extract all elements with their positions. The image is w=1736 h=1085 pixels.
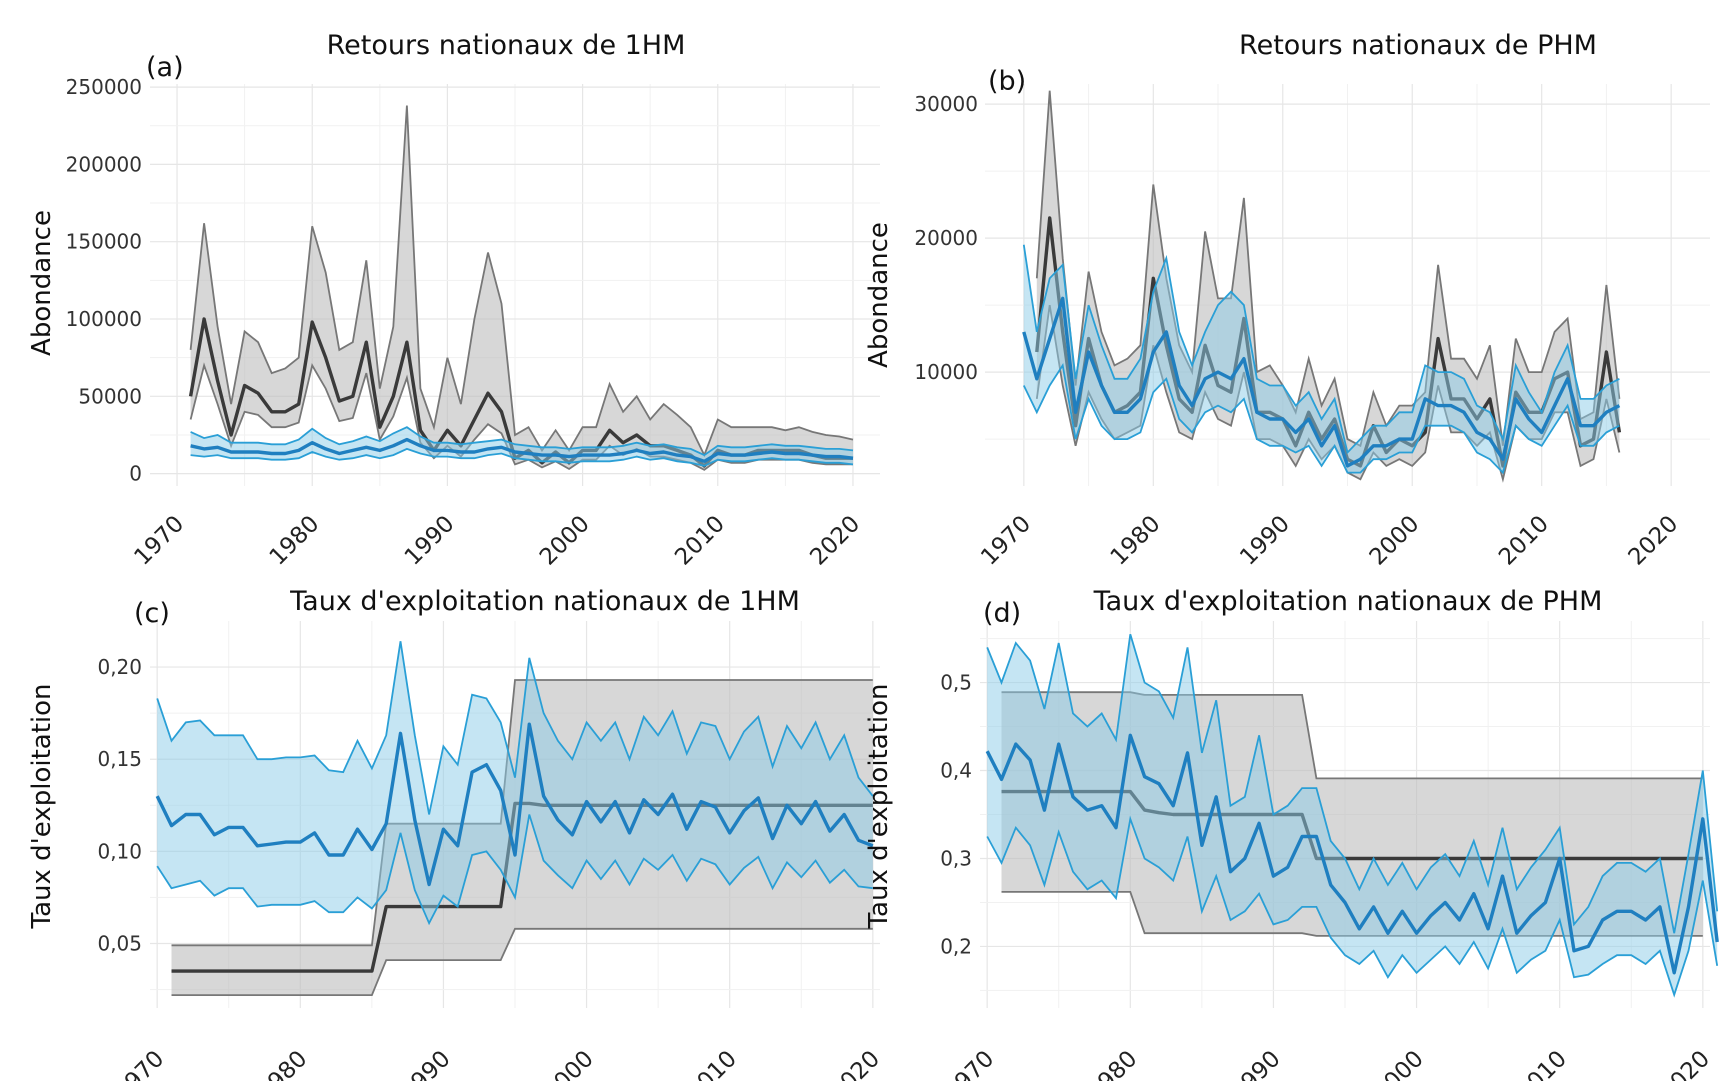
x-tick-label: 1990 xyxy=(1226,1046,1286,1081)
series-lower-posterior-c xyxy=(156,814,873,926)
series-median-posterior-c xyxy=(155,722,874,887)
series-upper-posterior-d xyxy=(986,633,1719,934)
y-tick-label: 0,10 xyxy=(97,839,142,863)
y-tick-label: 0,5 xyxy=(940,671,972,695)
series-lower-posterior-b xyxy=(1022,362,1620,475)
x-tick-label: 2010 xyxy=(682,1046,742,1081)
panel-title-b: Retours nationaux de PHM xyxy=(1239,30,1597,61)
x-tick-label: 2020 xyxy=(825,1046,885,1081)
series-band-prior-a xyxy=(190,105,854,470)
x-tick-label: 2010 xyxy=(670,511,730,571)
y-tick-label: 200000 xyxy=(66,152,142,176)
panel-a: 0 50000 100000 150000 200000 250000 1970 1980 19… xyxy=(27,30,880,571)
x-tick-label: 2010 xyxy=(1494,511,1554,571)
series-upper-prior-a xyxy=(189,105,854,458)
series-upper-posterior-c xyxy=(156,641,874,815)
series-upper-prior-b xyxy=(1035,90,1621,448)
y-tick-label: 30000 xyxy=(914,92,978,116)
x-tick-label: 1990 xyxy=(400,511,460,571)
x-tick-label: 1980 xyxy=(265,511,325,571)
y-axis-label-c: Taux d'exploitation xyxy=(27,683,57,929)
y-tick-label: 0,4 xyxy=(940,759,972,783)
x-tick-label: 1970 xyxy=(940,1046,1000,1081)
x-tick-label: 1970 xyxy=(976,511,1036,571)
series-upper-posterior-a xyxy=(190,426,854,457)
y-tick-label: 0 xyxy=(129,462,142,486)
x-tick-label: 2000 xyxy=(1369,1046,1429,1081)
y-axis-label-b: Abondance xyxy=(864,222,894,368)
series-band-posterior-d xyxy=(987,634,1718,995)
series-lower-prior-c xyxy=(171,927,873,996)
x-tick-label: 1980 xyxy=(1083,1046,1143,1081)
panel-label-c: (c) xyxy=(134,598,170,629)
x-tick-label: 1990 xyxy=(396,1046,456,1081)
x-tick-label: 2020 xyxy=(1655,1046,1715,1081)
x-tick-label: 1980 xyxy=(1106,511,1166,571)
series-upper-posterior-b xyxy=(1022,244,1620,455)
series-lower-posterior-d xyxy=(986,815,1719,998)
series-upper-prior-d xyxy=(1001,691,1703,780)
series-upper-prior-c xyxy=(171,679,873,947)
x-tick-label: 2020 xyxy=(805,511,865,571)
y-axis-label-a: Abondance xyxy=(27,210,57,356)
y-tick-label: 50000 xyxy=(78,384,142,408)
series-lower-posterior-a xyxy=(190,447,854,467)
y-tick-label: 0,2 xyxy=(940,934,972,958)
x-tick-label: 1970 xyxy=(110,1046,170,1081)
series-band-posterior-c xyxy=(157,641,873,924)
panel-label-d: (d) xyxy=(983,598,1021,629)
grid-a xyxy=(150,84,880,486)
panel-title-d: Taux d'exploitation nationaux de PHM xyxy=(1093,586,1603,617)
panel-c: 0,05 0,10 0,15 0,20 1970 1980 1990 2000 2010 2020… xyxy=(27,586,885,1085)
y-tick-label: 0,20 xyxy=(97,655,142,679)
y-tick-label: 10000 xyxy=(914,360,978,384)
panel-label-b: (b) xyxy=(988,66,1026,97)
y-tick-label: 250000 xyxy=(66,75,142,99)
series-median-posterior-b xyxy=(1022,296,1621,468)
x-tick-label: 2000 xyxy=(535,511,595,571)
x-tick-label: 2000 xyxy=(539,1046,599,1081)
y-tick-label: 150000 xyxy=(66,230,142,254)
y-tick-label: 0,05 xyxy=(97,932,142,956)
y-tick-label: 0,15 xyxy=(97,747,142,771)
panel-label-a: (a) xyxy=(146,52,184,83)
series-band-posterior-b xyxy=(1023,244,1620,473)
series-median-posterior-a xyxy=(190,437,854,463)
panel-title-c: Taux d'exploitation nationaux de 1HM xyxy=(289,586,800,617)
panel-d: 0,2 0,3 0,4 0,5 1970 1980 1990 2000 2010 2020 Taux… xyxy=(864,586,1719,1085)
series-lower-prior-a xyxy=(189,362,853,471)
x-tick-label: 2020 xyxy=(1624,511,1684,571)
y-axis-label-d: Taux d'exploitation xyxy=(864,683,894,929)
x-tick-label: 2000 xyxy=(1365,511,1425,571)
x-tick-label: 1970 xyxy=(129,511,189,571)
x-tick-label: 1990 xyxy=(1235,511,1295,571)
series-median-posterior-d xyxy=(985,733,1719,975)
y-tick-label: 100000 xyxy=(66,307,142,331)
x-tick-label: 2010 xyxy=(1512,1046,1572,1081)
y-tick-label: 20000 xyxy=(914,226,978,250)
panel-b: 10000 20000 30000 1970 1980 1990 2000 2010 2020 R… xyxy=(864,30,1710,571)
y-tick-label: 0,3 xyxy=(940,846,972,870)
x-tick-label: 1980 xyxy=(253,1046,313,1081)
panel-title-a: Retours nationaux de 1HM xyxy=(327,30,686,61)
